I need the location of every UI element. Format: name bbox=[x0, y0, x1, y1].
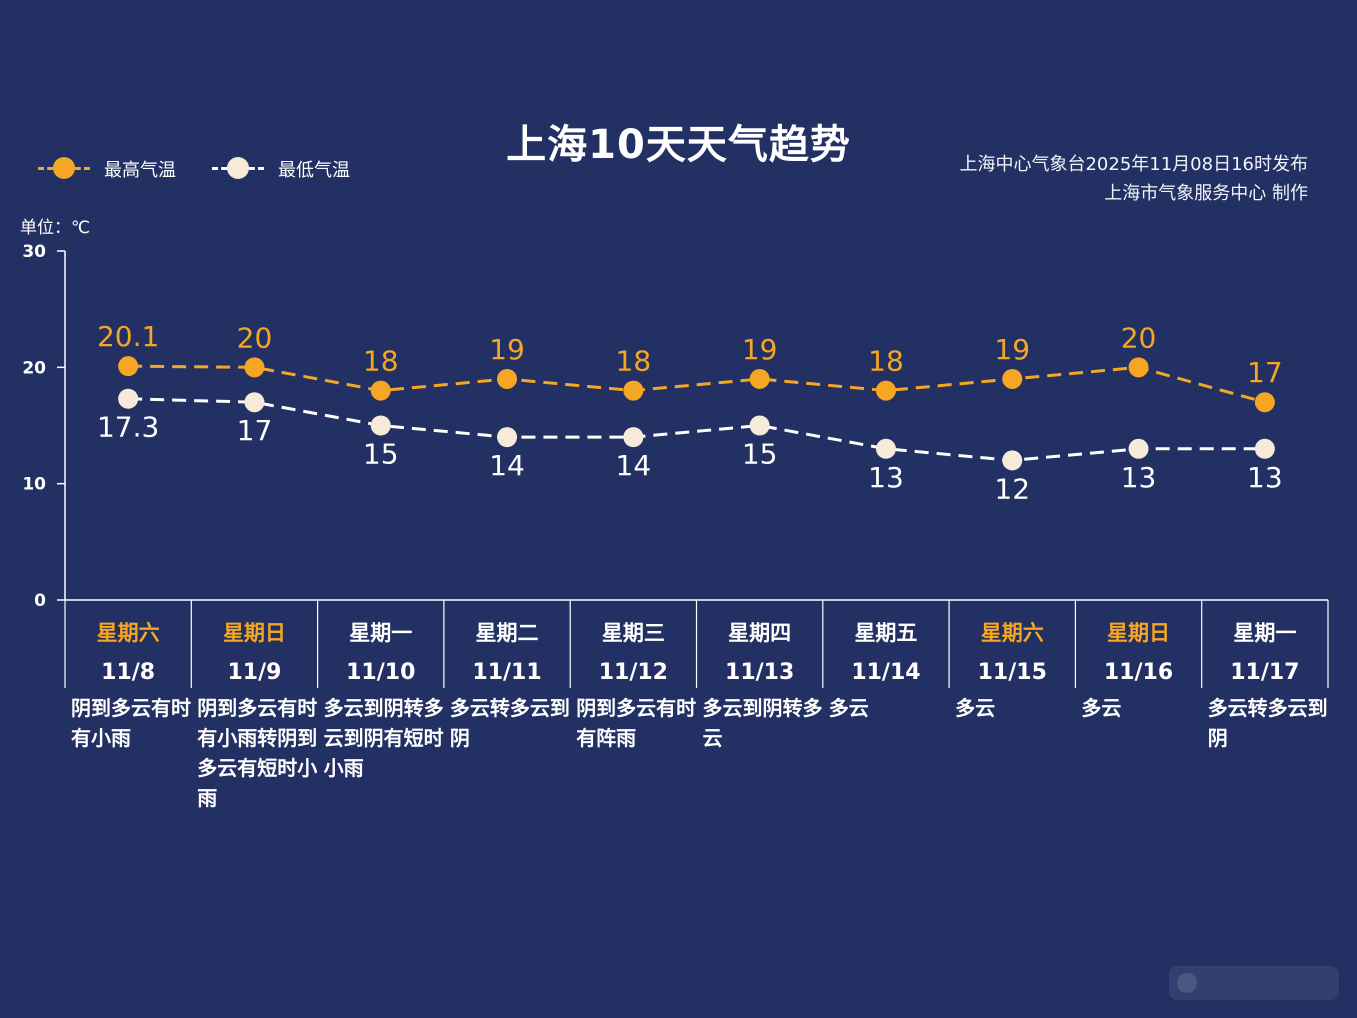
weekday-label: 星期五 bbox=[854, 621, 917, 645]
legend-low-label: 最低气温 bbox=[278, 160, 350, 181]
y-tick-label: 10 bbox=[22, 475, 46, 495]
chart-title: 上海10天天气趋势 bbox=[506, 122, 851, 168]
series-low-point bbox=[1002, 450, 1023, 471]
date-label: 11/17 bbox=[1230, 660, 1299, 685]
series-high-line bbox=[128, 364, 1266, 404]
weekday-label: 星期三 bbox=[602, 621, 665, 645]
y-axis-unit: 单位：℃ bbox=[20, 218, 91, 238]
date-label: 11/15 bbox=[978, 660, 1047, 685]
date-label: 11/14 bbox=[851, 660, 920, 685]
series-low-point bbox=[118, 388, 139, 409]
series-low-point bbox=[875, 438, 896, 459]
series-high-value-label: 18 bbox=[868, 345, 904, 378]
legend-low-marker bbox=[227, 157, 249, 179]
date-label: 11/10 bbox=[346, 660, 415, 685]
series-high-point bbox=[118, 356, 139, 377]
y-tick-label: 0 bbox=[34, 591, 46, 611]
series-low-line bbox=[128, 397, 1265, 462]
date-label: 11/12 bbox=[599, 660, 668, 685]
date-label: 11/16 bbox=[1104, 660, 1173, 685]
series-high-value-label: 17 bbox=[1247, 356, 1283, 389]
series-high-point bbox=[1128, 357, 1149, 378]
series-high-value-label: 20.1 bbox=[97, 320, 159, 353]
series-low-value-label: 14 bbox=[616, 449, 652, 482]
weather-description: 多云到阴转多云到阴有短时小雨 bbox=[323, 696, 444, 780]
series-low-point bbox=[1128, 438, 1149, 459]
weekday-label: 星期日 bbox=[223, 621, 286, 645]
weather-description: 多云 bbox=[955, 696, 996, 720]
y-tick-label: 20 bbox=[22, 358, 46, 378]
weekday-label: 星期一 bbox=[1233, 621, 1296, 645]
series-low-point bbox=[370, 415, 391, 436]
weather-description: 多云 bbox=[1081, 696, 1122, 720]
weather-description: 多云 bbox=[828, 696, 869, 720]
series-high-value-label: 19 bbox=[489, 333, 525, 366]
series-low-point bbox=[1254, 438, 1275, 459]
series-low-value-label: 15 bbox=[742, 438, 778, 471]
series-high-point bbox=[623, 380, 644, 401]
series-high-point bbox=[497, 368, 518, 389]
series-high-point bbox=[370, 380, 391, 401]
series-low-value-label: 13 bbox=[868, 461, 904, 494]
series-high-value-label: 20 bbox=[237, 321, 273, 354]
legend-high-label: 最高气温 bbox=[104, 160, 176, 181]
series-low-value-label: 17 bbox=[237, 414, 273, 447]
series-low-point bbox=[623, 427, 644, 448]
weekday-label: 星期二 bbox=[476, 621, 539, 645]
y-tick-label: 30 bbox=[22, 242, 46, 262]
producer-info: 上海市气象服务中心 制作 bbox=[1104, 183, 1308, 204]
series-high-point bbox=[1002, 368, 1023, 389]
series-high-point bbox=[244, 357, 265, 378]
series-high-value-label: 18 bbox=[363, 345, 399, 378]
weekday-label: 星期六 bbox=[981, 621, 1044, 645]
date-label: 11/9 bbox=[227, 660, 281, 685]
date-label: 11/11 bbox=[472, 660, 541, 685]
weather-description: 阴到多云有时有阵雨 bbox=[576, 696, 697, 750]
date-label: 11/13 bbox=[725, 660, 794, 685]
series-high-value-label: 19 bbox=[994, 333, 1030, 366]
series-high-point bbox=[749, 368, 770, 389]
series-low-point bbox=[244, 392, 265, 413]
weather-description: 多云到阴转多云 bbox=[702, 696, 823, 750]
weather-description: 多云转多云到阴 bbox=[449, 696, 570, 750]
series-low-value-label: 13 bbox=[1247, 461, 1283, 494]
weather-description: 阴到多云有时有小雨转阴到多云有短时小雨 bbox=[197, 696, 318, 810]
series-low-point bbox=[749, 415, 770, 436]
series-high-value-label: 20 bbox=[1121, 321, 1157, 354]
series-high-point bbox=[875, 380, 896, 401]
publish-info: 上海中心气象台2025年11月08日16时发布 bbox=[959, 154, 1308, 175]
weekday-label: 星期六 bbox=[97, 621, 160, 645]
series-low-value-label: 15 bbox=[363, 438, 399, 471]
watermark-logo bbox=[1169, 966, 1339, 1000]
series-high-value-label: 18 bbox=[616, 345, 652, 378]
series-low-value-label: 14 bbox=[489, 449, 525, 482]
series-high-point bbox=[1254, 392, 1275, 413]
series-low-value-label: 17.3 bbox=[97, 411, 159, 444]
weather-description: 阴到多云有时有小雨 bbox=[71, 696, 191, 750]
legend-high-marker bbox=[53, 157, 75, 179]
series-low-value-label: 12 bbox=[994, 472, 1030, 505]
weekday-label: 星期四 bbox=[728, 621, 791, 645]
series-low-point bbox=[497, 427, 518, 448]
weekday-label: 星期一 bbox=[349, 621, 412, 645]
series-high-value-label: 19 bbox=[742, 333, 778, 366]
weekday-label: 星期日 bbox=[1107, 621, 1170, 645]
date-label: 11/8 bbox=[101, 660, 155, 685]
weather-description: 多云转多云到阴 bbox=[1207, 696, 1328, 750]
series-low-value-label: 13 bbox=[1121, 461, 1157, 494]
